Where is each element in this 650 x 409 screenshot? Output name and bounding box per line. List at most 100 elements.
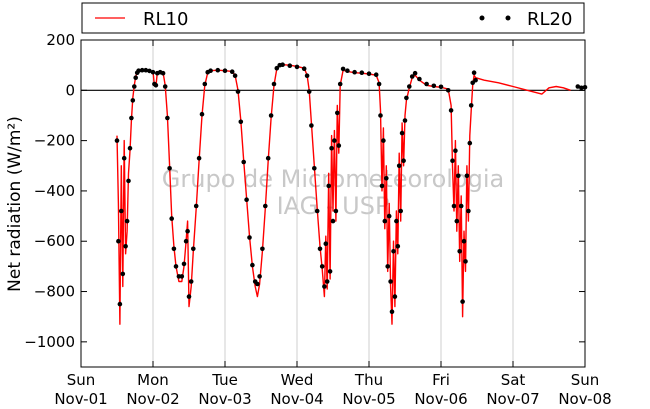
series-point-rl20 <box>268 113 274 118</box>
series-point-rl20 <box>132 84 137 89</box>
series-point-rl20 <box>438 84 444 90</box>
series-point-rl20 <box>336 143 342 148</box>
series-point-rl20 <box>160 70 166 76</box>
series-point-rl20 <box>150 69 156 75</box>
series-point-rl20 <box>271 81 277 87</box>
series-point-rl20 <box>119 208 124 214</box>
y-axis-label: Net radiation (W/m²) <box>5 116 25 292</box>
series-point-rl20 <box>404 95 409 101</box>
series-point-rl20 <box>392 294 398 299</box>
legend-rl10-label: RL10 <box>143 9 188 30</box>
series-point-rl20 <box>407 84 412 89</box>
series-point-rl20 <box>330 218 336 224</box>
series-point-rl20 <box>467 140 473 146</box>
series-point-rl20 <box>340 66 346 72</box>
series-point-rl20 <box>332 138 337 143</box>
series-point-rl20 <box>389 309 395 315</box>
series-point-rl20 <box>324 279 330 284</box>
series-point-rl20 <box>322 284 327 289</box>
series-line-rl10 <box>116 64 571 325</box>
series-point-rl20 <box>401 158 406 163</box>
series-point-rl20 <box>468 103 474 108</box>
series-point-rl20 <box>463 259 468 264</box>
series-point-rl20 <box>451 203 457 209</box>
y-tick-label: −200 <box>34 132 75 150</box>
series-point-rl20 <box>412 70 418 76</box>
series-point-rl20 <box>179 274 185 279</box>
series-point-rl20 <box>395 244 401 249</box>
series-point-rl20 <box>202 81 208 87</box>
series-point-rl20 <box>280 62 285 67</box>
plot-area: 2000−200−400−600−800−1000SunNov-01MonNov… <box>24 31 611 408</box>
series-point-rl20 <box>454 218 460 224</box>
series-point-rl20 <box>183 238 189 244</box>
series-point-rl20 <box>333 208 339 214</box>
series-point-rl20 <box>117 301 123 307</box>
series-point-rl20 <box>345 68 350 73</box>
series-point-rl20 <box>127 145 133 151</box>
series-point-rl20 <box>274 65 280 71</box>
x-tick-label-day: Thu <box>354 371 383 389</box>
series-point-rl20 <box>391 249 396 254</box>
series-point-rl20 <box>241 159 246 165</box>
series-point-rl20 <box>153 83 159 88</box>
x-tick-label-day: Sun <box>571 371 600 389</box>
series-point-rl20 <box>255 281 260 287</box>
series-point-rl20 <box>352 69 357 75</box>
series-point-rl20 <box>263 203 268 209</box>
series-point-rl20 <box>396 163 402 169</box>
series-point-rl20 <box>165 115 170 121</box>
x-tick-label-date: Nov-08 <box>558 390 611 408</box>
series-point-rl20 <box>171 246 177 252</box>
series-point-rl20 <box>382 218 388 224</box>
series-point-rl20 <box>312 166 317 171</box>
series-point-rl20 <box>257 274 262 279</box>
series-point-rl20 <box>301 66 307 71</box>
x-tick-label-day: Tue <box>211 371 238 389</box>
series-point-rl20 <box>381 138 386 143</box>
x-tick-label-day: Sat <box>501 371 526 389</box>
series-point-rl20 <box>199 111 205 117</box>
series-point-rl20 <box>116 238 121 244</box>
x-tick-label-day: Wed <box>281 371 314 389</box>
series-point-rl20 <box>453 148 458 153</box>
x-tick-label-date: Nov-07 <box>486 390 539 408</box>
x-tick-label-day: Fri <box>432 371 450 389</box>
series-point-rl20 <box>114 138 120 143</box>
x-tick-label-date: Nov-01 <box>54 390 107 408</box>
series-point-rl20 <box>464 173 470 179</box>
series-point-rl20 <box>147 68 152 74</box>
y-tick-label: −800 <box>34 283 75 301</box>
series-point-rl20 <box>193 203 199 209</box>
series-point-rl20 <box>575 84 581 89</box>
series-point-rl20 <box>417 76 422 82</box>
series-point-rl20 <box>260 246 265 252</box>
legend-rl20-marker <box>505 15 511 21</box>
y-tick-label: 0 <box>65 81 75 99</box>
series-point-rl20 <box>378 113 383 118</box>
series-point-rl20 <box>215 67 221 73</box>
x-tick-label-day: Mon <box>137 371 169 389</box>
series-point-rl20 <box>222 68 228 73</box>
series-point-rl20 <box>129 115 134 121</box>
series-point-rl20 <box>124 218 130 224</box>
x-tick-label-date: Nov-02 <box>126 390 179 408</box>
series-point-rl20 <box>229 69 235 74</box>
series-point-rl20 <box>126 178 131 184</box>
series-point-rl20 <box>188 279 194 284</box>
y-tick-label: −400 <box>34 182 75 200</box>
series-point-rl20 <box>460 299 465 304</box>
series-point-rl20 <box>384 176 389 181</box>
series-point-rl20 <box>167 166 172 171</box>
y-tick-label: 200 <box>46 31 75 49</box>
series-point-rl20 <box>327 269 333 274</box>
series-point-rl20 <box>133 75 138 80</box>
series-point-rl20 <box>402 118 408 123</box>
series-point-rl20 <box>250 262 255 268</box>
series-point-rl20 <box>456 173 461 179</box>
series-point-rl20 <box>394 218 399 224</box>
plot-frame <box>80 39 586 368</box>
series-point-rl20 <box>232 73 238 78</box>
series-point-rl20 <box>326 183 332 189</box>
